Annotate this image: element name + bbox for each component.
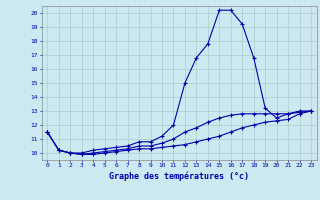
- X-axis label: Graphe des températures (°c): Graphe des températures (°c): [109, 171, 249, 181]
